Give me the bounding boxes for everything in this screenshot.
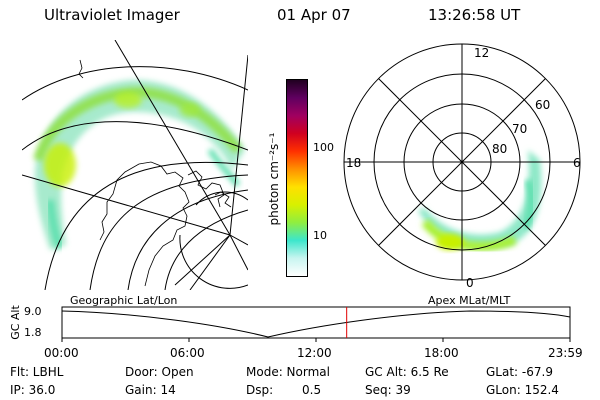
lat-label-60: 60 xyxy=(535,98,551,112)
colorbar xyxy=(286,79,308,277)
time-tick-0000: 00:00 xyxy=(44,346,79,360)
aurora-oval-geographic xyxy=(33,79,245,250)
dsp-value: 0.5 xyxy=(302,383,322,397)
colorbar-tick-10: 10 xyxy=(313,229,327,242)
timeline-left-label: Geographic Lat/Lon xyxy=(70,294,178,307)
glon-readout: GLon: 152.4 xyxy=(486,383,559,397)
filter-readout: Flt: LBHL xyxy=(10,365,64,379)
gain-readout: Gain: 14 xyxy=(125,383,176,397)
gcalt-readout: GC Alt: 6.5 Re xyxy=(365,365,449,379)
hour-label-0: 0 xyxy=(466,276,474,290)
instrument-title: Ultraviolet Imager xyxy=(44,6,180,24)
altitude-curve xyxy=(61,310,571,338)
seq-readout: Seq: 39 xyxy=(365,383,411,397)
door-readout: Door: Open xyxy=(125,365,194,379)
timeline-ticks xyxy=(61,338,571,342)
timeline-ytick-top: 9.0 xyxy=(24,305,42,318)
polar-grid xyxy=(343,43,581,281)
coastline xyxy=(78,59,232,287)
lat-label-80: 80 xyxy=(492,142,508,156)
colorbar-tick-100: 100 xyxy=(313,141,334,154)
map-grid xyxy=(22,40,248,290)
observation-date: 01 Apr 07 xyxy=(277,6,351,24)
mode-readout: Mode: Normal xyxy=(246,365,330,379)
lat-label-70: 70 xyxy=(512,122,528,136)
ip-readout: IP: 36.0 xyxy=(10,383,56,397)
hour-label-18: 18 xyxy=(346,156,362,170)
dsp-label: Dsp: xyxy=(246,383,274,397)
time-tick-1800: 18:00 xyxy=(424,346,459,360)
time-tick-2359: 23:59 xyxy=(548,346,583,360)
observation-time: 13:26:58 UT xyxy=(428,6,521,24)
aurora-oval-polar xyxy=(418,150,542,251)
time-tick-0600: 06:00 xyxy=(170,346,205,360)
hour-label-12: 12 xyxy=(474,46,490,60)
timeline-ytick-bottom: 1.8 xyxy=(24,326,42,339)
timeline-right-label: Apex MLat/MLT xyxy=(428,294,511,307)
colorbar-gradient xyxy=(287,80,307,276)
time-tick-1200: 12:00 xyxy=(297,346,332,360)
hour-label-6: 6 xyxy=(573,156,581,170)
glat-readout: GLat: -67.9 xyxy=(486,365,553,379)
